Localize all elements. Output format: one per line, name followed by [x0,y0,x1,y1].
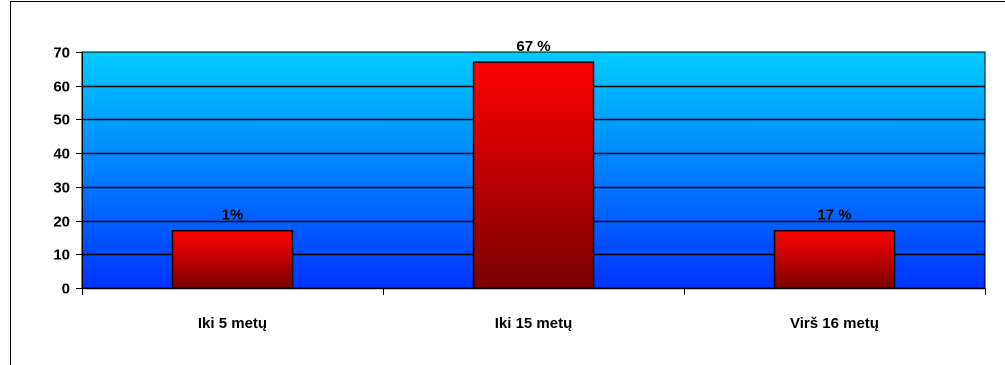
x-tick-label: Iki 5 metų [198,315,267,332]
bar [472,61,595,289]
x-tick-label: Iki 15 metų [495,315,573,332]
y-tick-label: 0 [62,281,70,298]
y-tick-label: 60 [53,79,70,96]
x-tick-label: Virš 16 metų [790,315,879,332]
data-label: 67 % [516,38,550,55]
y-tick-label: 30 [53,180,70,197]
data-label: 17 % [817,207,851,224]
bar [171,229,294,289]
y-tick-label: 10 [53,247,70,264]
y-tick-label: 50 [53,112,70,129]
y-tick-label: 40 [53,146,70,163]
y-tick-label: 70 [53,45,70,62]
y-tick-label: 20 [53,214,70,231]
data-label: 1% [222,207,244,224]
bar [773,229,896,289]
